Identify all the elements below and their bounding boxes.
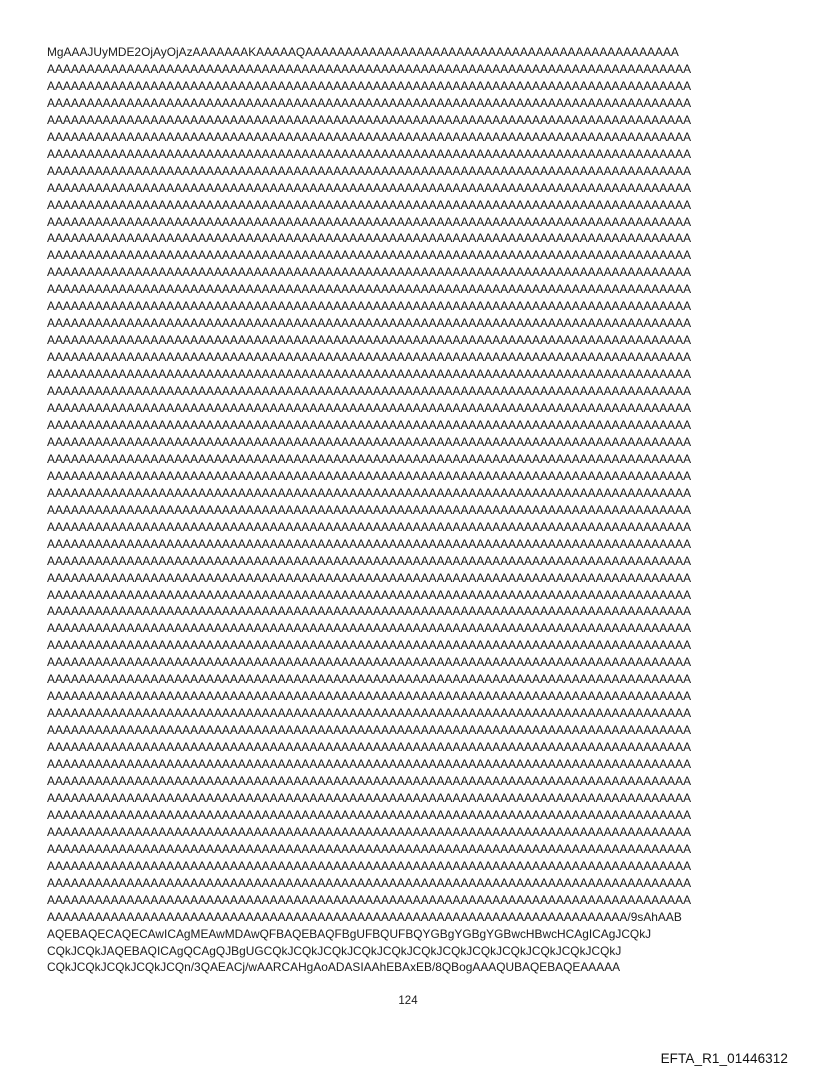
base64-text-block: MgAAAJUyMDE2OjAyOjAzAAAAAAAKAAAAAQAAAAAA… [47, 45, 692, 975]
page-number: 124 [398, 995, 418, 1007]
bates-number: EFTA_R1_01446312 [660, 1051, 788, 1066]
